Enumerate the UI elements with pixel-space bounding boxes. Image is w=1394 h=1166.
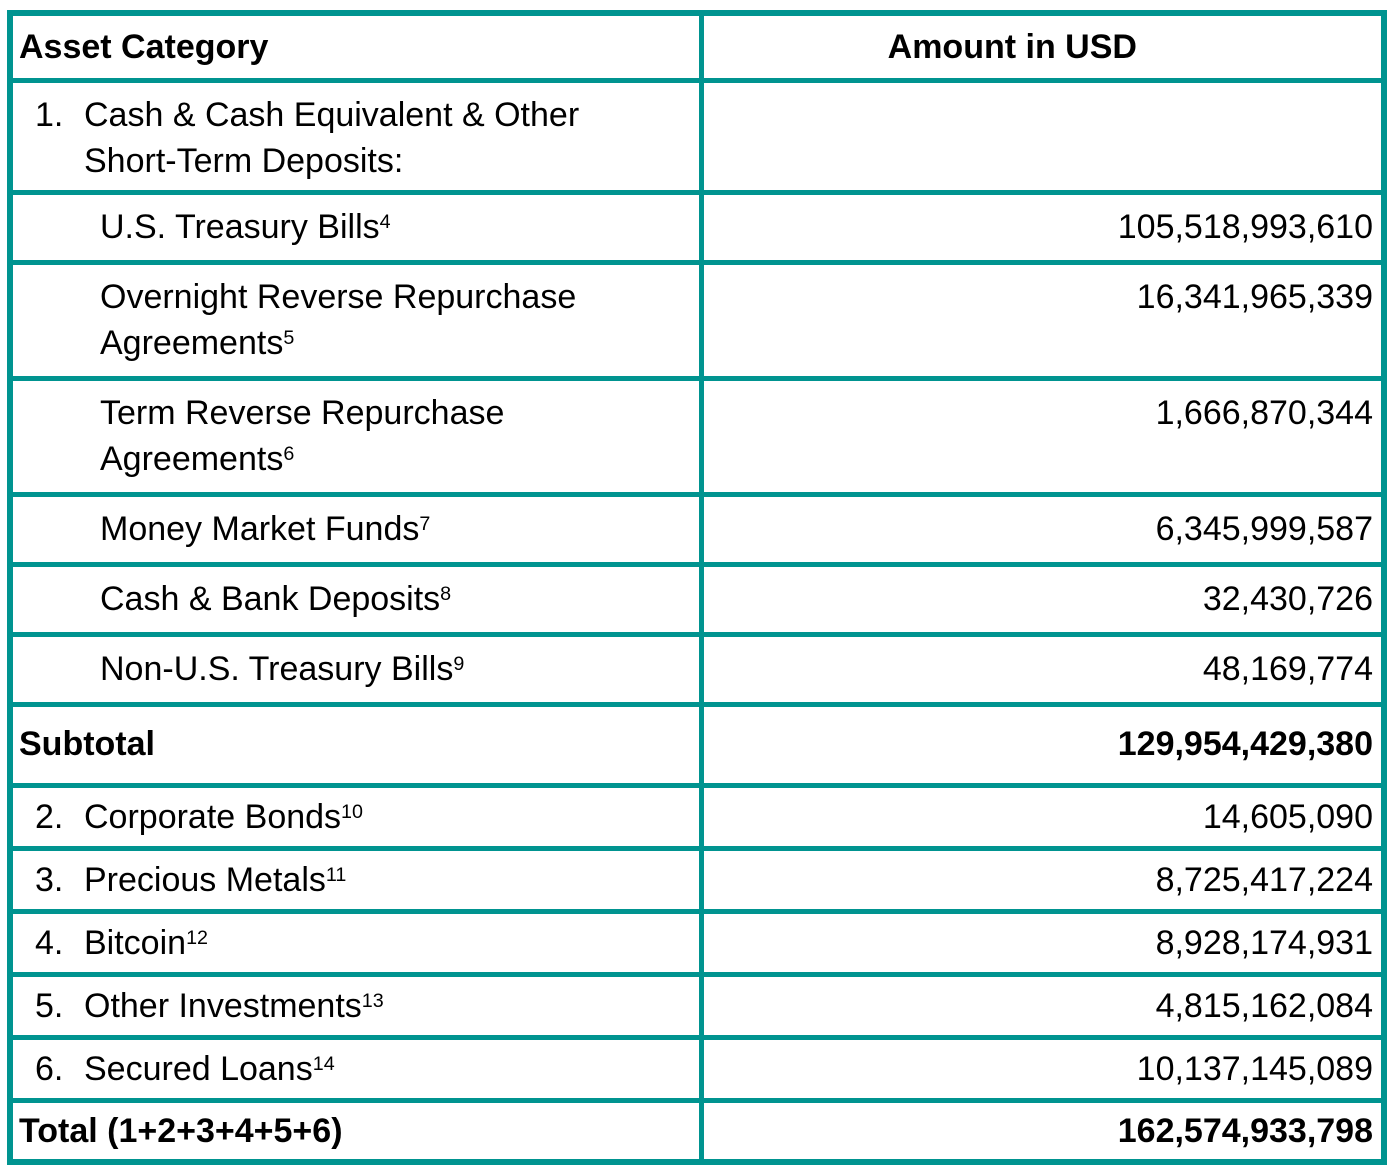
row-cash-section: 1. Cash & Cash Equivalent & Other Short-T… <box>7 78 1387 195</box>
amount-cell: 8,725,417,224 <box>698 846 1387 914</box>
footnote-marker: 12 <box>186 926 208 949</box>
row-subtotal: Subtotal 129,954,429,380 <box>7 702 1387 788</box>
item-label: Non-U.S. Treasury Bills9 <box>100 650 465 688</box>
asset-category-cell: Overnight Reverse Repurchase Agreements5 <box>7 260 704 381</box>
row-total: Total (1+2+3+4+5+6) 162,574,933,798 <box>7 1098 1387 1165</box>
row-cash-bank-deposits: Cash & Bank Deposits8 32,430,726 <box>7 562 1387 637</box>
total-label-cell: Total (1+2+3+4+5+6) <box>7 1098 704 1165</box>
item-label: U.S. Treasury Bills4 <box>100 208 391 246</box>
subtotal-amount-cell: 129,954,429,380 <box>698 702 1387 788</box>
row-other-investments: 5. Other Investments13 4,815,162,084 <box>7 972 1387 1040</box>
amount-cell <box>698 78 1387 195</box>
amount-cell: 6,345,999,587 <box>698 492 1387 567</box>
footnote-marker: 8 <box>440 582 452 605</box>
item-number: 1. <box>35 96 64 134</box>
row-bitcoin: 4. Bitcoin12 8,928,174,931 <box>7 909 1387 977</box>
amount-cell: 4,815,162,084 <box>698 972 1387 1040</box>
asset-category-cell: Non-U.S. Treasury Bills9 <box>7 632 704 707</box>
item-number: 6. <box>35 1050 64 1088</box>
footnote-marker: 11 <box>325 863 347 886</box>
amount-cell: 48,169,774 <box>698 632 1387 707</box>
amount-cell: 16,341,965,339 <box>698 260 1387 381</box>
table-header-row: Asset Category Amount in USD <box>7 10 1387 83</box>
asset-category-cell: Term Reverse Repurchase Agreements6 <box>7 376 704 497</box>
amount-cell: 32,430,726 <box>698 562 1387 637</box>
subtotal-label-cell: Subtotal <box>7 702 704 788</box>
row-corporate-bonds: 2. Corporate Bonds10 14,605,090 <box>7 783 1387 851</box>
footnote-marker: 4 <box>379 210 391 233</box>
asset-category-header: Asset Category <box>7 10 704 83</box>
amount-cell: 8,928,174,931 <box>698 909 1387 977</box>
item-label: Bitcoin12 <box>84 924 208 962</box>
amount-cell: 1,666,870,344 <box>698 376 1387 497</box>
asset-category-cell: 5. Other Investments13 <box>7 972 704 1040</box>
asset-category-cell: 2. Corporate Bonds10 <box>7 783 704 851</box>
reserves-table: Asset Category Amount in USD 1. Cash & Ca… <box>7 10 1387 1165</box>
item-label: Cash & Bank Deposits8 <box>100 580 452 618</box>
asset-category-cell: 3. Precious Metals11 <box>7 846 704 914</box>
item-label: Money Market Funds7 <box>100 510 431 548</box>
row-overnight-reverse-repo: Overnight Reverse Repurchase Agreements5… <box>7 260 1387 381</box>
asset-category-cell: U.S. Treasury Bills4 <box>7 190 704 265</box>
amount-usd-header: Amount in USD <box>698 10 1387 83</box>
footnote-marker: 7 <box>419 512 431 535</box>
asset-category-cell: 4. Bitcoin12 <box>7 909 704 977</box>
asset-category-cell: Money Market Funds7 <box>7 492 704 567</box>
item-number: 4. <box>35 924 64 962</box>
amount-cell: 14,605,090 <box>698 783 1387 851</box>
item-label: Precious Metals11 <box>84 861 347 899</box>
row-precious-metals: 3. Precious Metals11 8,725,417,224 <box>7 846 1387 914</box>
item-number: 2. <box>35 798 64 836</box>
footnote-marker: 9 <box>453 652 465 675</box>
item-label: Other Investments13 <box>84 987 384 1025</box>
item-label: Secured Loans14 <box>84 1050 335 1088</box>
asset-category-cell: Cash & Bank Deposits8 <box>7 562 704 637</box>
footnote-marker: 6 <box>283 442 295 465</box>
footnote-marker: 14 <box>312 1052 335 1075</box>
footnote-marker: 13 <box>361 989 384 1012</box>
footnote-marker: 10 <box>341 800 363 823</box>
row-us-treasury-bills: U.S. Treasury Bills4 105,518,993,610 <box>7 190 1387 265</box>
row-non-us-treasury-bills: Non-U.S. Treasury Bills9 48,169,774 <box>7 632 1387 707</box>
item-number: 5. <box>35 987 64 1025</box>
item-label: Cash & Cash Equivalent & Other Short-Ter… <box>84 96 580 180</box>
item-label: Corporate Bonds10 <box>84 798 363 836</box>
asset-category-cell: 6. Secured Loans14 <box>7 1035 704 1103</box>
footnote-marker: 5 <box>283 326 295 349</box>
item-label: Term Reverse Repurchase Agreements6 <box>100 394 505 478</box>
asset-category-cell: 1. Cash & Cash Equivalent & Other Short-T… <box>7 78 704 195</box>
total-amount-cell: 162,574,933,798 <box>698 1098 1387 1165</box>
item-number: 3. <box>35 861 64 899</box>
item-label: Overnight Reverse Repurchase Agreements5 <box>100 278 577 362</box>
row-term-reverse-repo: Term Reverse Repurchase Agreements6 1,66… <box>7 376 1387 497</box>
row-secured-loans: 6. Secured Loans14 10,137,145,089 <box>7 1035 1387 1103</box>
amount-cell: 105,518,993,610 <box>698 190 1387 265</box>
amount-cell: 10,137,145,089 <box>698 1035 1387 1103</box>
row-money-market-funds: Money Market Funds7 6,345,999,587 <box>7 492 1387 567</box>
